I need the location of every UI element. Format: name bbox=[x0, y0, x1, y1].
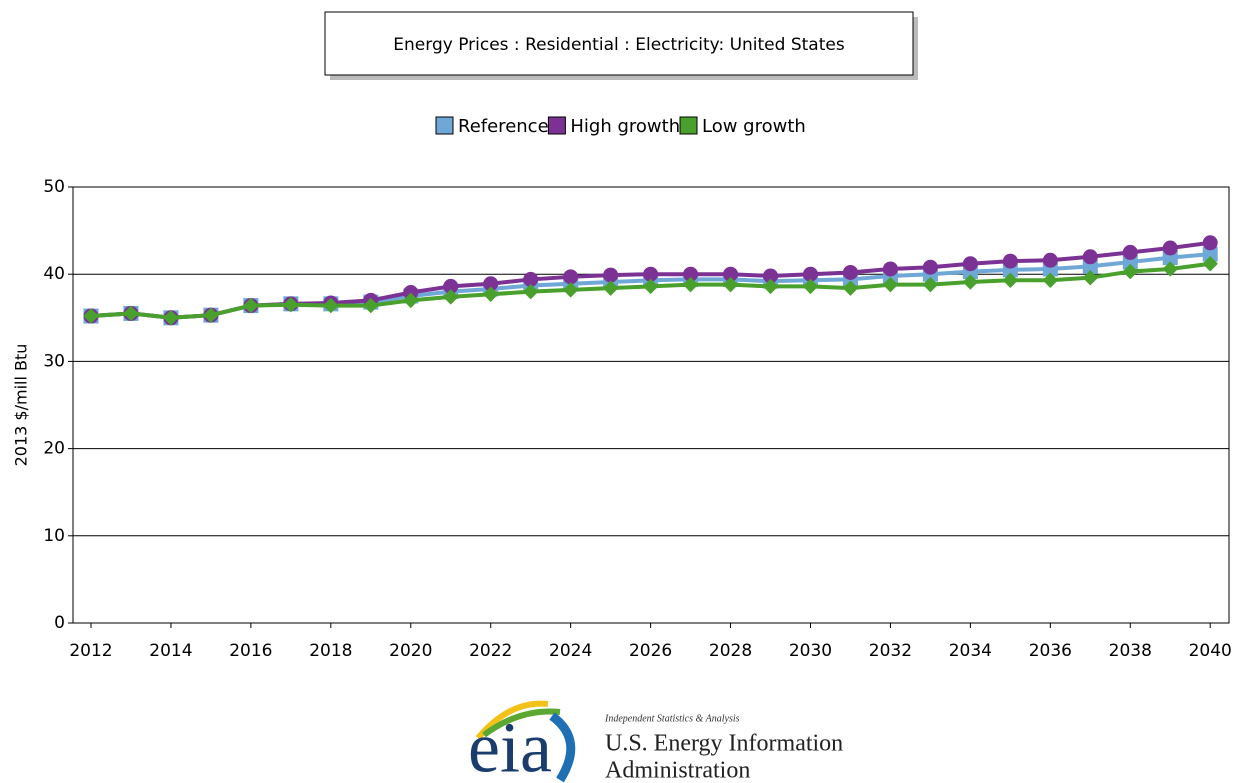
data-point bbox=[1162, 240, 1178, 256]
x-tick-label: 2040 bbox=[1189, 641, 1232, 661]
x-tick-label: 2026 bbox=[629, 641, 672, 661]
data-point bbox=[1122, 244, 1138, 260]
data-point bbox=[603, 267, 619, 283]
logo-tagline: Independent Statistics & Analysis bbox=[604, 713, 740, 724]
x-tick-label: 2018 bbox=[309, 641, 352, 661]
y-tick-label: 10 bbox=[43, 526, 65, 546]
x-tick-label: 2038 bbox=[1109, 641, 1152, 661]
legend-swatch bbox=[435, 116, 454, 135]
data-point bbox=[83, 308, 99, 324]
data-point bbox=[722, 276, 739, 293]
data-point bbox=[642, 278, 659, 295]
data-point bbox=[962, 274, 979, 290]
legend-label: Low growth bbox=[702, 116, 806, 137]
y-tick-label: 0 bbox=[54, 613, 65, 633]
legend-label: Reference bbox=[458, 116, 549, 137]
data-point bbox=[1042, 272, 1059, 289]
x-tick-label: 2016 bbox=[229, 641, 272, 661]
data-point bbox=[562, 282, 579, 298]
y-axis-label: 2013 $/mill Btu bbox=[12, 344, 31, 467]
x-tick-label: 2020 bbox=[389, 641, 432, 661]
legend-swatch bbox=[679, 116, 698, 135]
logo-text: U.S. Energy Information bbox=[605, 731, 843, 757]
data-point bbox=[922, 259, 938, 275]
x-tick-label: 2014 bbox=[149, 641, 192, 661]
y-tick-label: 50 bbox=[43, 177, 65, 197]
data-point bbox=[1162, 261, 1178, 277]
data-point bbox=[882, 261, 898, 277]
data-point bbox=[203, 307, 219, 323]
data-point bbox=[762, 278, 779, 295]
data-point bbox=[842, 280, 859, 296]
x-tick-label: 2024 bbox=[549, 641, 592, 661]
logo-swoosh bbox=[475, 700, 549, 740]
x-tick-label: 2022 bbox=[469, 641, 512, 661]
y-tick-label: 40 bbox=[43, 264, 65, 284]
logo: eia Independent Statistics & Analysis U.… bbox=[468, 700, 843, 783]
data-point bbox=[1082, 269, 1099, 286]
data-point bbox=[283, 297, 299, 313]
x-tick-label: 2036 bbox=[1029, 641, 1072, 661]
logo-swoosh bbox=[482, 708, 561, 738]
legend-label: High growth bbox=[570, 116, 680, 137]
data-point bbox=[1002, 253, 1018, 269]
data-point bbox=[522, 283, 539, 300]
x-tick-label: 2032 bbox=[869, 641, 912, 661]
data-point bbox=[123, 305, 139, 322]
x-tick-label: 2012 bbox=[69, 641, 112, 661]
data-point bbox=[1002, 272, 1019, 289]
data-point bbox=[323, 297, 339, 314]
data-point bbox=[1202, 256, 1218, 272]
data-point bbox=[882, 276, 899, 293]
data-point bbox=[1122, 263, 1138, 280]
data-point bbox=[842, 264, 858, 280]
data-point bbox=[483, 286, 499, 302]
data-point bbox=[403, 292, 419, 309]
data-point bbox=[1042, 252, 1058, 268]
x-tick-label: 2030 bbox=[789, 641, 832, 661]
plot-area bbox=[72, 186, 1230, 624]
data-point bbox=[363, 297, 379, 314]
data-point bbox=[922, 276, 939, 293]
data-point bbox=[1082, 249, 1098, 265]
y-tick-label: 30 bbox=[43, 351, 65, 371]
x-tick-label: 2028 bbox=[709, 641, 752, 661]
data-point bbox=[443, 289, 459, 305]
y-tick-label: 20 bbox=[43, 439, 65, 459]
title-box bbox=[324, 11, 914, 76]
chart-title: Energy Prices : Residential : Electricit… bbox=[393, 35, 845, 55]
logo-swoosh bbox=[549, 712, 576, 783]
data-point bbox=[802, 278, 819, 295]
data-point bbox=[1202, 235, 1218, 251]
data-point bbox=[682, 276, 699, 293]
x-tick-label: 2034 bbox=[949, 641, 992, 661]
data-point bbox=[563, 269, 579, 285]
data-point bbox=[163, 310, 179, 326]
logo-mark: eia bbox=[468, 708, 552, 783]
data-point bbox=[962, 256, 978, 272]
legend-swatch bbox=[547, 116, 566, 135]
logo-text: Administration bbox=[605, 758, 750, 783]
data-point bbox=[243, 297, 259, 314]
data-point bbox=[602, 280, 619, 296]
